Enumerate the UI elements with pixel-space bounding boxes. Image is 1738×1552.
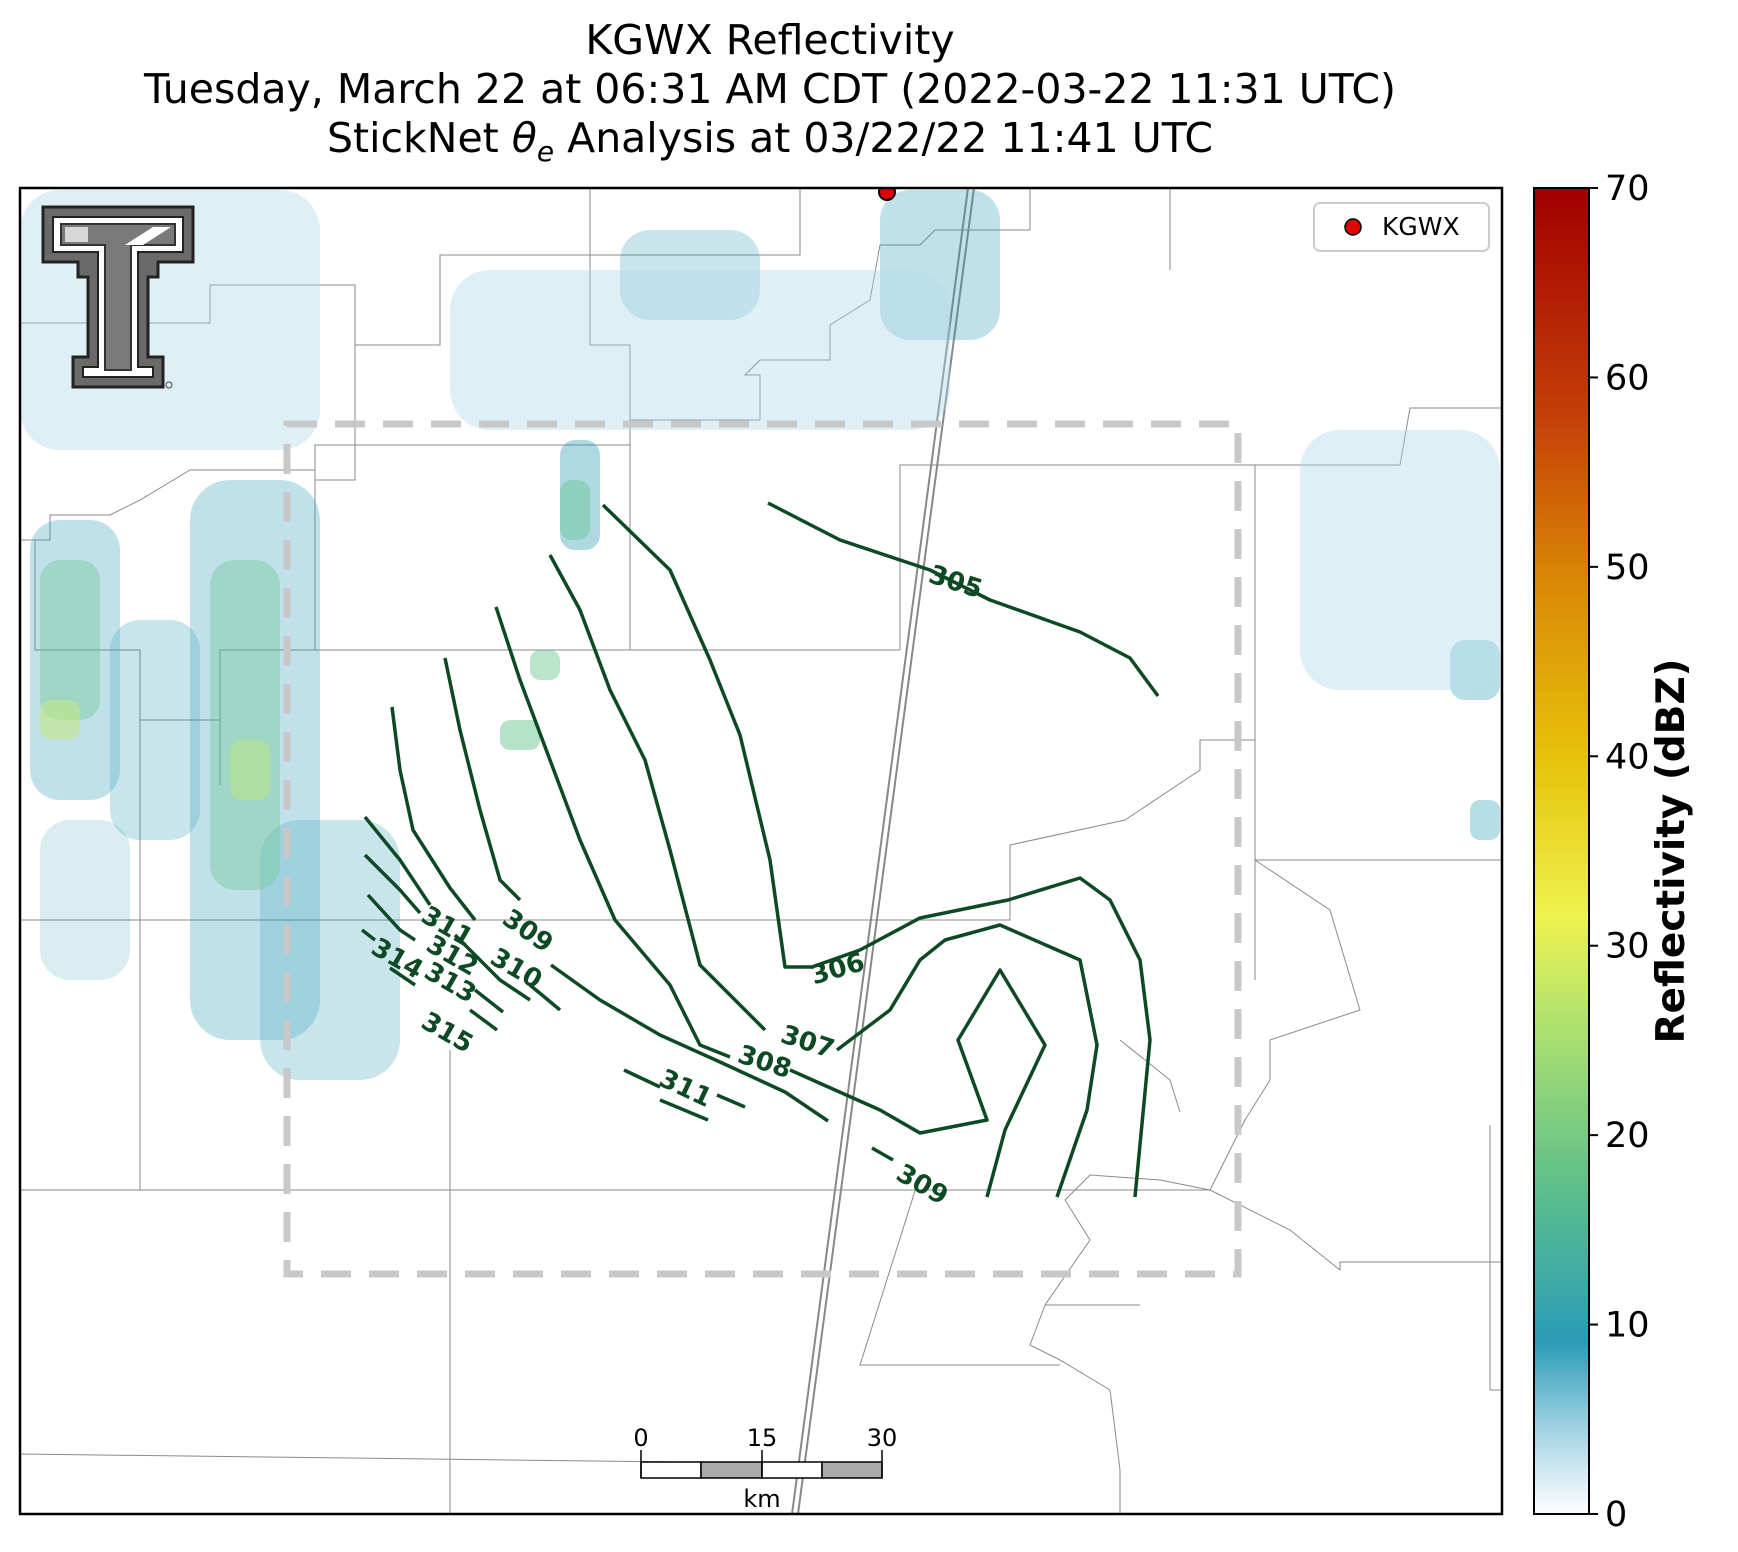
- contour-309: [443, 657, 522, 902]
- analysis-subtitle-post: Analysis at 03/22/22 11:41 UTC: [554, 114, 1213, 162]
- colorbar-tick-label: 10: [1605, 1306, 1650, 1346]
- map-frame: [18, 186, 1504, 1516]
- contour-308: [494, 606, 731, 1059]
- reflectivity-echoes: [20, 190, 1500, 1080]
- colorbar-tick-label: 50: [1605, 548, 1650, 588]
- theta-symbol: θ: [511, 114, 537, 162]
- colorbar-label: Reflectivity (dBZ): [1649, 659, 1694, 1044]
- contour-308b: [789, 968, 1047, 1198]
- contour-310: [390, 706, 477, 922]
- contour-312: [363, 853, 422, 915]
- colorbar-tick-label: 30: [1605, 927, 1650, 967]
- contour-label-309b: 309: [891, 1159, 953, 1212]
- scale-tick-0: 0: [633, 1424, 648, 1452]
- contour-305: [767, 501, 1160, 698]
- colorbar: 0 10 20 30 40 50 60 70 Reflectivity (dBZ): [1533, 169, 1694, 1535]
- contour-labels: 305 306 307 308 309 309 310 311 311 312 …: [366, 560, 986, 1212]
- scale-tick-30: 30: [867, 1424, 898, 1452]
- analysis-subtitle: StickNet θe Analysis at 03/22/22 11:41 U…: [0, 114, 1540, 176]
- contour-311d: [716, 1093, 746, 1109]
- contour-311c: [623, 1068, 661, 1089]
- contour-313b: [468, 1008, 499, 1032]
- legend-marker: [1344, 218, 1362, 236]
- radar-site-marker[interactable]: [878, 184, 896, 201]
- theta-e-contours: [360, 501, 1160, 1198]
- highway: [791, 188, 975, 1514]
- contour-306b: [859, 876, 1152, 1198]
- scale-unit: km: [743, 1485, 780, 1513]
- contour-311e: [659, 1098, 709, 1122]
- contour-313: [366, 893, 416, 942]
- colorbar-tick-label: 40: [1605, 737, 1650, 777]
- texas-tech-logo: [41, 205, 195, 389]
- theta-subscript: e: [536, 135, 555, 169]
- contour-311b: [453, 933, 531, 1002]
- colorbar-tick-label: 60: [1605, 358, 1650, 398]
- map-time-subtitle: Tuesday, March 22 at 06:31 AM CDT (2022-…: [143, 65, 1396, 113]
- scale-tick-15: 15: [747, 1424, 778, 1452]
- analysis-subtitle-pre: StickNet: [327, 114, 512, 162]
- contour-label-306: 306: [808, 947, 868, 991]
- contour-311: [363, 815, 432, 906]
- county-boundaries: [20, 188, 1502, 1514]
- contour-309c: [871, 1146, 894, 1162]
- map-title: KGWX Reflectivity: [585, 16, 955, 64]
- map-panel: 305 306 307 308 309 309 310 311 311 312 …: [20, 184, 1502, 1514]
- contour-314: [360, 928, 377, 942]
- legend: KGWX: [1313, 202, 1490, 252]
- colorbar-tick-label: 0: [1605, 1495, 1627, 1535]
- contour-307b: [835, 923, 1099, 1198]
- contour-315: [389, 966, 416, 987]
- contour-312b: [473, 988, 505, 1014]
- colorbar-tick-label: 70: [1605, 169, 1650, 209]
- contour-310b: [528, 983, 562, 1012]
- colorbar-tick-label: 20: [1605, 1116, 1650, 1156]
- contour-label-305: 305: [925, 560, 986, 605]
- contour-307: [548, 554, 767, 1032]
- legend-label: KGWX: [1382, 212, 1460, 241]
- contour-309b: [549, 963, 829, 1123]
- contour-306: [601, 503, 861, 969]
- contour-label-311b: 311: [654, 1064, 716, 1114]
- analysis-domain-box: [283, 420, 1242, 1278]
- scale-bar: 0 15 30 km: [633, 1424, 897, 1513]
- contour-label-315: 315: [416, 1007, 478, 1060]
